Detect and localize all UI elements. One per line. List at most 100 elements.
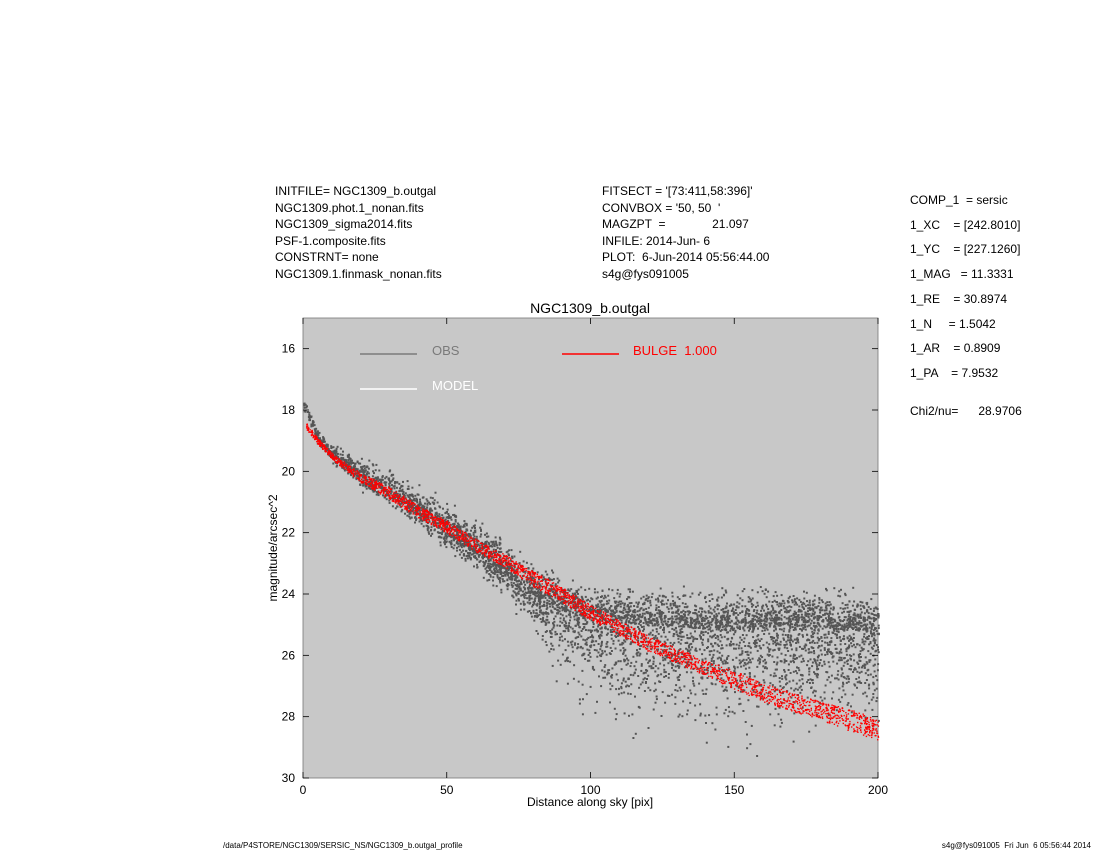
obs-point <box>681 715 684 718</box>
obs-point <box>720 618 723 621</box>
obs-point <box>628 714 630 717</box>
obs-point <box>655 621 658 624</box>
obs-point <box>604 664 607 667</box>
obs-point <box>746 662 749 665</box>
obs-point <box>654 665 657 668</box>
obs-point <box>596 655 599 658</box>
obs-point <box>877 613 880 616</box>
obs-point <box>866 629 869 632</box>
obs-point <box>405 506 408 509</box>
obs-point <box>676 676 679 679</box>
obs-point <box>754 618 757 621</box>
obs-point <box>623 649 626 652</box>
obs-point <box>557 599 560 602</box>
obs-point <box>636 614 639 616</box>
obs-point <box>810 627 813 630</box>
obs-point <box>794 624 796 626</box>
obs-point <box>564 620 567 623</box>
header-mid-line: FITSECT = '[73:411,58:396]' <box>602 184 753 198</box>
obs-point <box>616 679 619 682</box>
obs-point <box>537 600 540 603</box>
obs-point <box>783 607 786 610</box>
obs-point <box>677 617 680 620</box>
obs-point <box>687 696 690 699</box>
obs-point <box>763 633 766 635</box>
obs-point <box>388 501 391 504</box>
obs-point <box>626 657 628 660</box>
obs-point <box>366 473 368 476</box>
obs-point <box>840 656 843 659</box>
obs-point <box>718 656 721 659</box>
obs-point <box>512 596 515 599</box>
obs-point <box>335 449 338 452</box>
obs-point <box>403 493 406 496</box>
obs-point <box>533 602 536 605</box>
obs-point <box>709 635 712 638</box>
obs-point <box>837 678 840 681</box>
obs-point <box>460 551 463 554</box>
obs-point <box>491 571 494 574</box>
obs-point <box>558 636 561 639</box>
obs-point <box>618 610 621 613</box>
obs-point <box>501 563 504 566</box>
obs-point <box>856 628 859 631</box>
obs-point <box>538 613 541 616</box>
obs-point <box>510 549 513 552</box>
obs-point <box>783 616 786 619</box>
obs-point <box>407 505 410 508</box>
obs-point <box>526 597 528 600</box>
obs-point <box>596 608 599 611</box>
obs-point <box>545 644 548 647</box>
obs-point <box>624 640 627 643</box>
obs-point <box>377 494 380 497</box>
obs-point <box>313 428 316 431</box>
obs-point <box>849 617 852 620</box>
obs-point <box>679 642 682 645</box>
obs-point <box>701 658 704 661</box>
obs-point <box>790 606 793 609</box>
obs-point <box>473 529 476 532</box>
obs-point <box>772 595 775 598</box>
obs-point <box>772 640 775 643</box>
obs-point <box>769 619 772 622</box>
obs-point <box>788 624 791 627</box>
obs-point <box>745 612 747 615</box>
obs-point <box>807 610 809 613</box>
obs-point <box>799 685 802 688</box>
obs-point <box>870 623 873 626</box>
obs-point <box>573 593 576 596</box>
obs-point <box>598 636 601 639</box>
obs-point <box>474 527 476 529</box>
obs-point <box>873 689 876 692</box>
obs-point <box>551 628 554 631</box>
obs-point <box>841 625 844 628</box>
obs-point <box>804 619 807 622</box>
obs-point <box>696 616 699 619</box>
obs-point <box>814 724 817 727</box>
obs-point <box>660 611 663 613</box>
obs-point <box>629 590 632 593</box>
obs-point <box>557 581 560 584</box>
obs-point <box>559 601 562 604</box>
obs-point <box>649 599 652 602</box>
obs-point <box>396 505 399 508</box>
obs-point <box>511 557 514 560</box>
obs-point <box>574 612 577 615</box>
obs-point <box>756 635 759 638</box>
obs-point <box>671 591 674 594</box>
obs-point <box>819 615 822 618</box>
obs-point <box>695 649 698 652</box>
obs-point <box>651 622 654 625</box>
obs-point <box>786 635 789 638</box>
obs-point <box>741 610 744 613</box>
obs-point <box>539 598 542 601</box>
obs-point <box>803 602 806 605</box>
obs-point <box>736 623 739 626</box>
obs-point <box>649 620 652 623</box>
obs-point <box>550 642 553 645</box>
obs-point <box>636 654 639 657</box>
obs-point <box>453 523 456 526</box>
obs-point <box>548 577 551 580</box>
obs-point <box>839 620 842 623</box>
obs-point <box>591 629 594 632</box>
